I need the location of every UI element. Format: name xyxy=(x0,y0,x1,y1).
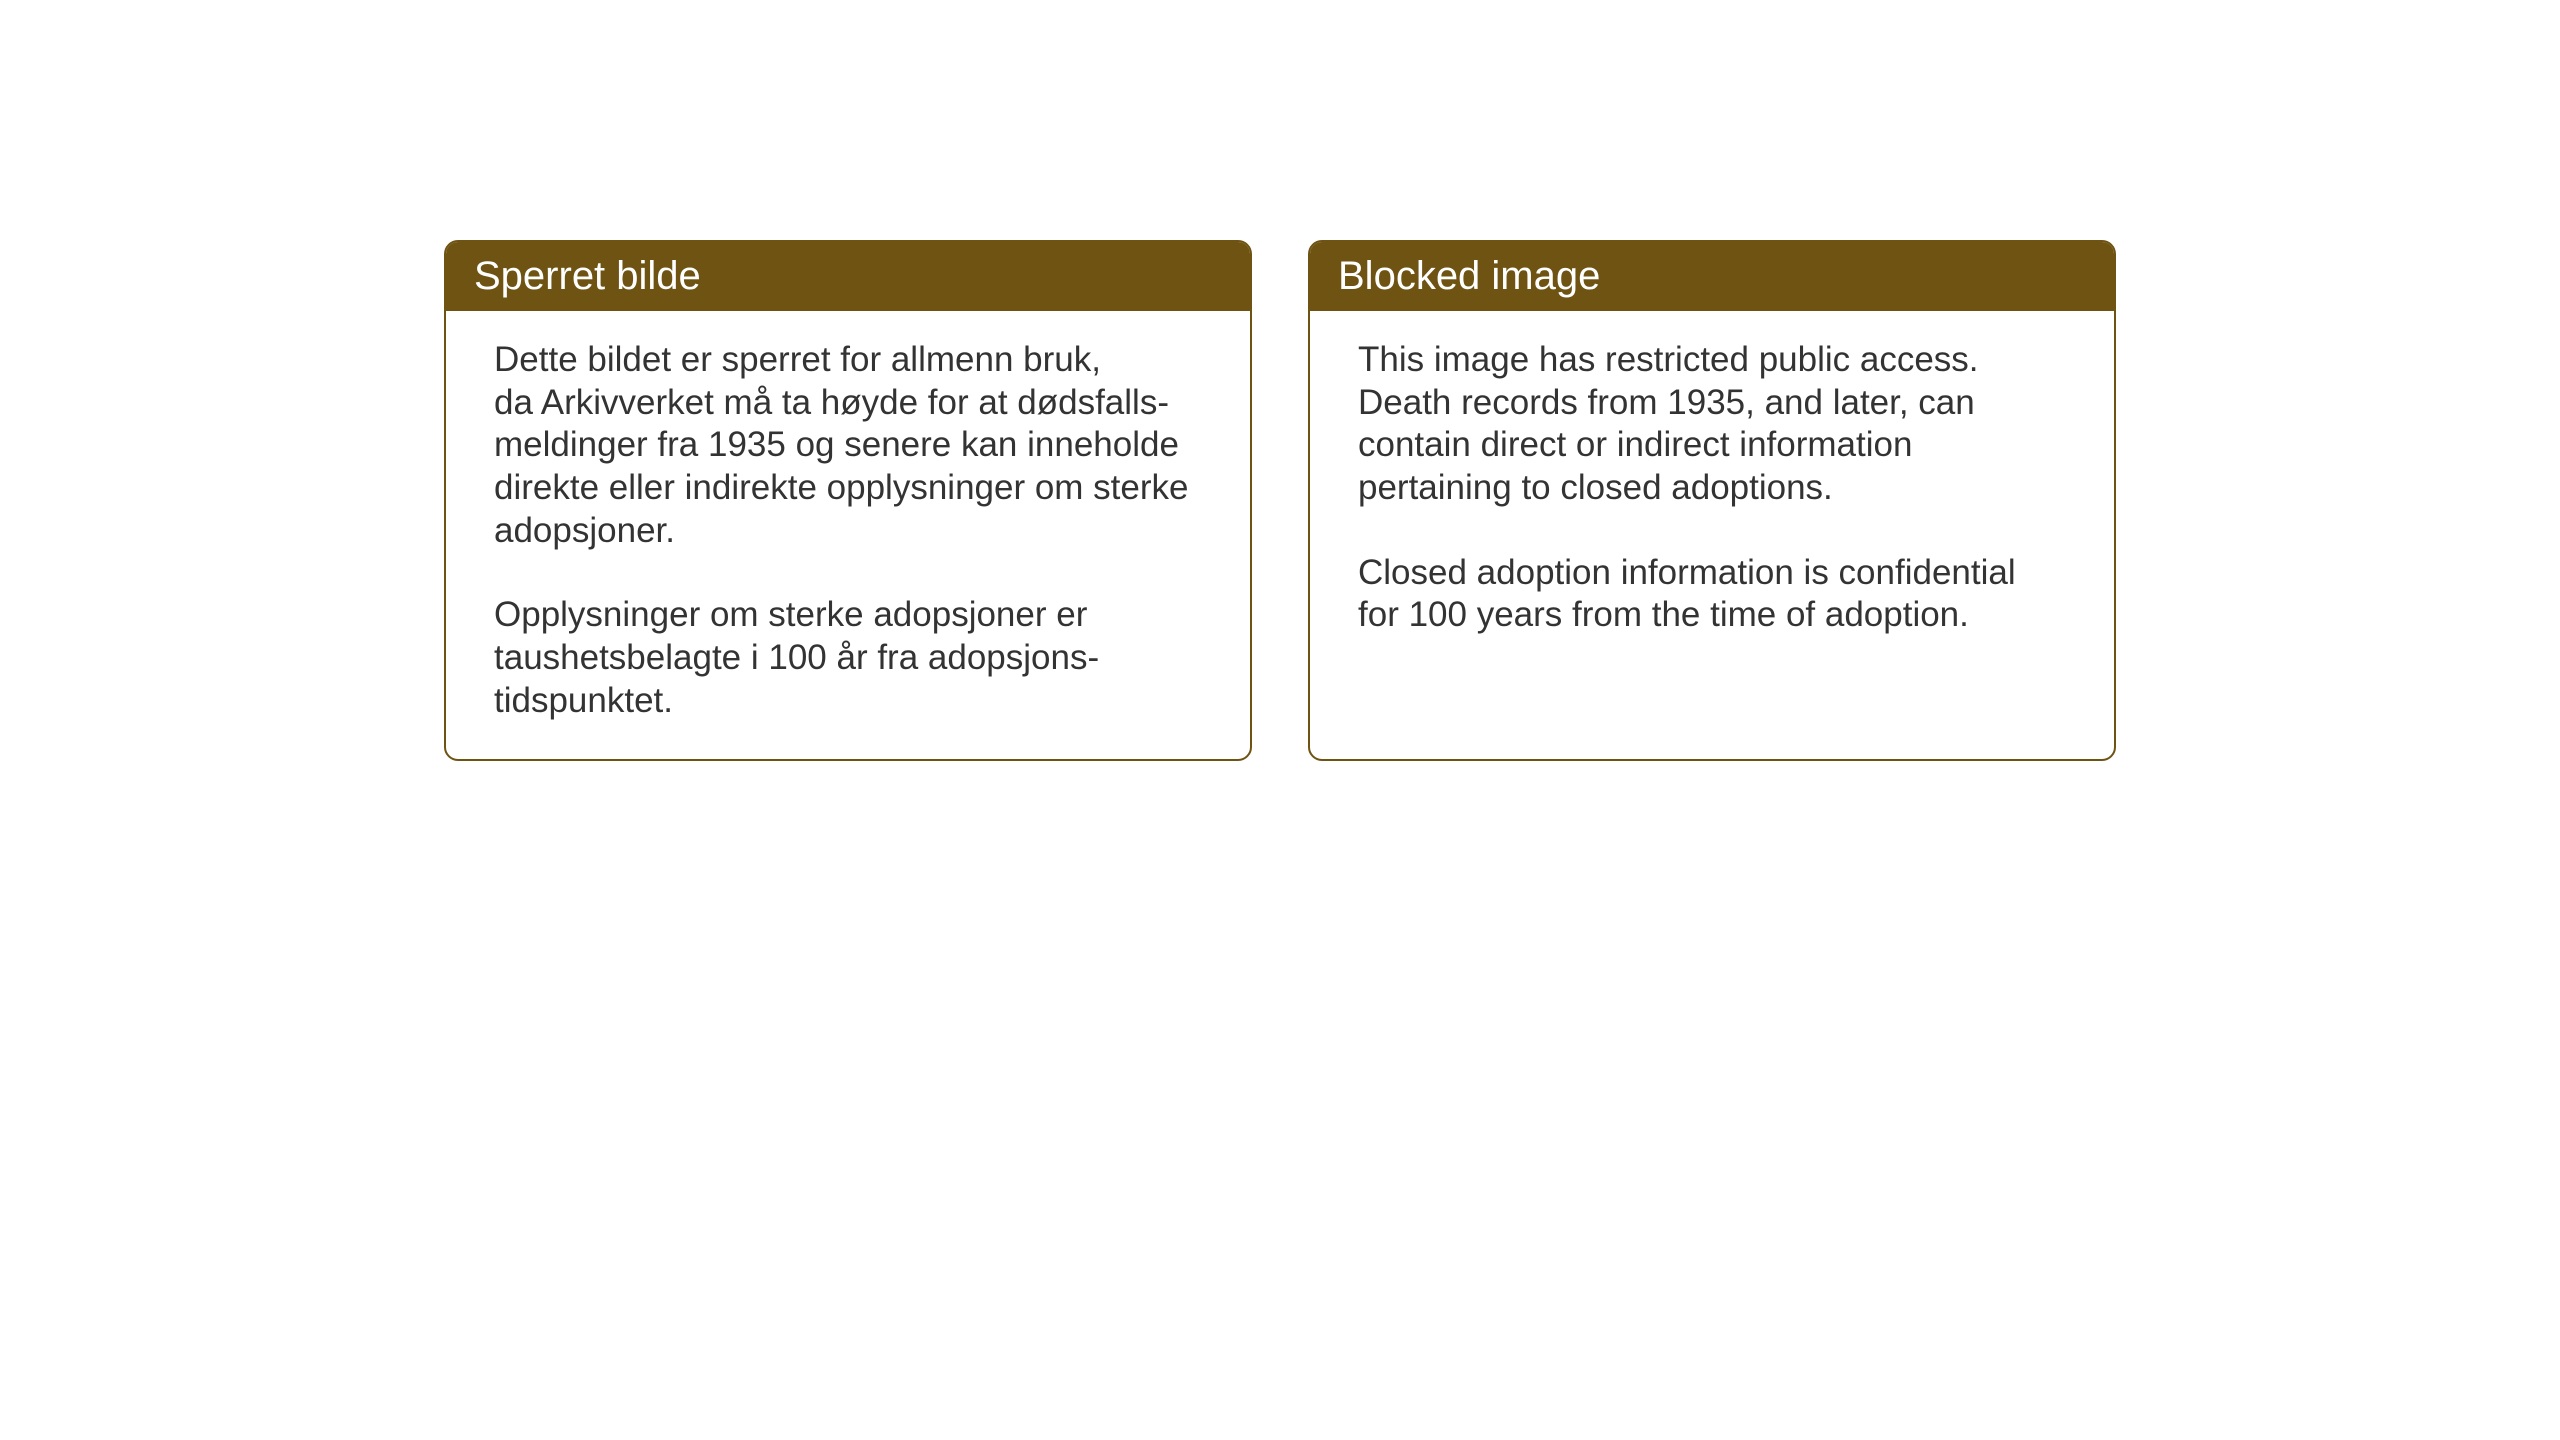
english-card-title: Blocked image xyxy=(1310,242,2114,311)
english-card-body: This image has restricted public access.… xyxy=(1310,311,2114,751)
text-line: Dette bildet er sperret for allmenn bruk… xyxy=(494,339,1202,382)
text-line: tidspunktet. xyxy=(494,680,1202,723)
norwegian-card-body: Dette bildet er sperret for allmenn bruk… xyxy=(446,311,1250,759)
english-paragraph-1: This image has restricted public access.… xyxy=(1358,339,2066,510)
text-line: Closed adoption information is confident… xyxy=(1358,552,2066,595)
text-line: da Arkivverket må ta høyde for at dødsfa… xyxy=(494,382,1202,425)
text-line: This image has restricted public access. xyxy=(1358,339,2066,382)
text-line: Opplysninger om sterke adopsjoner er xyxy=(494,594,1202,637)
english-paragraph-2: Closed adoption information is confident… xyxy=(1358,552,2066,637)
text-line: for 100 years from the time of adoption. xyxy=(1358,594,2066,637)
text-line: adopsjoner. xyxy=(494,510,1202,553)
text-line: contain direct or indirect information xyxy=(1358,424,2066,467)
text-line: meldinger fra 1935 og senere kan innehol… xyxy=(494,424,1202,467)
text-line: taushetsbelagte i 100 år fra adopsjons- xyxy=(494,637,1202,680)
norwegian-notice-card: Sperret bilde Dette bildet er sperret fo… xyxy=(444,240,1252,761)
norwegian-paragraph-2: Opplysninger om sterke adopsjoner er tau… xyxy=(494,594,1202,722)
text-line: pertaining to closed adoptions. xyxy=(1358,467,2066,510)
norwegian-paragraph-1: Dette bildet er sperret for allmenn bruk… xyxy=(494,339,1202,552)
norwegian-card-title: Sperret bilde xyxy=(446,242,1250,311)
text-line: Death records from 1935, and later, can xyxy=(1358,382,2066,425)
notice-container: Sperret bilde Dette bildet er sperret fo… xyxy=(444,240,2116,761)
english-notice-card: Blocked image This image has restricted … xyxy=(1308,240,2116,761)
text-line: direkte eller indirekte opplysninger om … xyxy=(494,467,1202,510)
